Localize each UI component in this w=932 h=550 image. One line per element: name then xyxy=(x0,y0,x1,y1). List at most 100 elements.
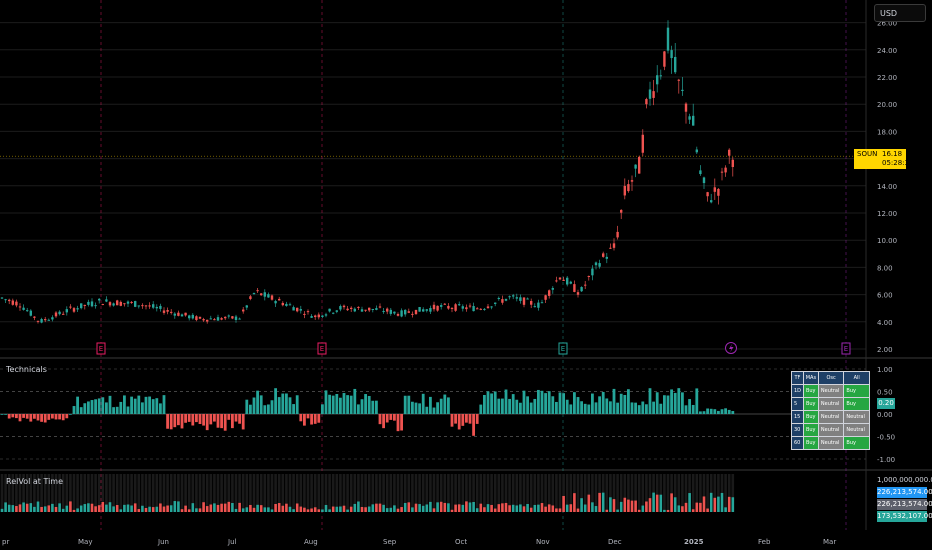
relvol-bar xyxy=(187,509,191,512)
technicals-bar xyxy=(447,397,450,414)
technicals-bar xyxy=(724,408,727,414)
candle-body xyxy=(62,313,65,315)
relvol-background-bar xyxy=(267,474,270,512)
relvol-background-bar xyxy=(141,474,144,512)
relvol-bar xyxy=(349,506,353,512)
candle-body xyxy=(512,295,515,297)
technicals-bar xyxy=(252,397,256,414)
candle-body xyxy=(256,290,259,292)
relvol-background-bar xyxy=(544,474,547,512)
technicals-bar xyxy=(61,414,65,421)
relvol-background-bar xyxy=(605,474,609,512)
relvol-bar xyxy=(511,504,515,512)
relvol-background-bar xyxy=(699,474,702,512)
candle-body xyxy=(645,99,648,105)
technicals-bar xyxy=(130,396,133,414)
technicals-bar xyxy=(547,391,551,414)
technicals-bar xyxy=(40,414,43,422)
relvol-background-bar xyxy=(425,474,429,512)
relvol-background-bar xyxy=(306,474,310,512)
relvol-background-bar xyxy=(33,474,36,512)
technicals-bar xyxy=(166,414,169,429)
relvol-background-bar xyxy=(231,474,234,512)
currency-button[interactable]: USD xyxy=(874,4,926,22)
technicals-bar xyxy=(472,414,475,436)
technicals-bar xyxy=(385,414,389,423)
price-tick-label: 12.00 xyxy=(877,210,897,218)
candle-body xyxy=(569,281,572,284)
technicals-bar xyxy=(342,393,346,414)
relvol-background-bar xyxy=(155,474,159,512)
relvol-bar xyxy=(605,509,609,512)
candle-body xyxy=(396,313,400,316)
relvol-background-bar xyxy=(562,474,565,512)
relvol-bar xyxy=(616,509,619,512)
technicals-bar xyxy=(641,401,645,414)
technicals-bar xyxy=(7,414,11,419)
candle-body xyxy=(447,305,450,309)
technicals-bar xyxy=(367,395,371,414)
relvol-background-bar xyxy=(465,474,468,512)
relvol-background-bar xyxy=(418,474,421,512)
technicals-bar xyxy=(112,407,115,414)
candle-body xyxy=(335,310,338,312)
table-row: 1D Buy Neutral Buy xyxy=(791,384,870,398)
candle-body xyxy=(195,316,198,321)
candle-body xyxy=(623,185,626,196)
relvol-bar xyxy=(321,509,324,512)
table-row: 5 Buy Neutral Buy xyxy=(791,397,870,411)
technicals-bar xyxy=(241,414,245,430)
candle-body xyxy=(508,296,511,298)
candle-body xyxy=(252,293,256,295)
relvol-background-bar xyxy=(25,474,29,512)
relvol-bar xyxy=(299,506,303,512)
candle-body xyxy=(126,301,130,304)
technicals-bar xyxy=(677,388,681,414)
technicals-bar xyxy=(583,403,587,414)
relvol-bar xyxy=(436,502,439,512)
candle-body xyxy=(692,115,695,126)
candle-body xyxy=(562,279,565,281)
candle-body xyxy=(137,305,140,307)
table-cell: Buy xyxy=(802,423,819,437)
table-cell: Buy xyxy=(802,436,819,450)
relvol-bar xyxy=(655,494,659,512)
relvol-bar xyxy=(159,503,162,512)
relvol-bar xyxy=(69,501,72,512)
candle-body xyxy=(551,288,554,290)
relvol-background-bar xyxy=(396,474,400,512)
relvol-background-bar xyxy=(40,474,43,512)
relvol-bar xyxy=(328,509,331,512)
technicals-title: Technicals xyxy=(6,365,47,374)
technicals-bar xyxy=(295,395,299,414)
relvol-bar xyxy=(454,504,457,512)
technicals-bar xyxy=(623,395,627,414)
relvol-bar xyxy=(234,508,238,512)
table-cell: 5 xyxy=(791,397,804,411)
relvol-bar xyxy=(375,503,378,512)
relvol-background-bar xyxy=(454,474,457,512)
table-cell: 1D xyxy=(791,384,804,398)
technicals-bar xyxy=(245,399,249,414)
relvol-background-bar xyxy=(475,474,479,512)
relvol-bar xyxy=(601,492,605,512)
relvol-bar xyxy=(202,502,205,512)
relvol-bar xyxy=(33,506,36,512)
candle-body xyxy=(454,304,457,311)
technicals-bar xyxy=(555,401,558,414)
relvol-background-bar xyxy=(479,474,483,512)
candle-body xyxy=(65,309,68,313)
relvol-bar xyxy=(51,503,54,512)
relvol-background-bar xyxy=(526,474,529,512)
candle-body xyxy=(375,308,378,310)
table-row: 30 Buy Neutral Neutral xyxy=(791,423,870,437)
candle-body xyxy=(638,156,641,174)
candle-body xyxy=(731,159,734,168)
table-cell: 60 xyxy=(791,436,804,450)
relvol-bar xyxy=(493,508,497,512)
technicals-bar xyxy=(36,414,40,421)
relvol-background-bar xyxy=(90,474,94,512)
technicals-bar xyxy=(673,392,677,414)
candle-body xyxy=(728,149,731,156)
